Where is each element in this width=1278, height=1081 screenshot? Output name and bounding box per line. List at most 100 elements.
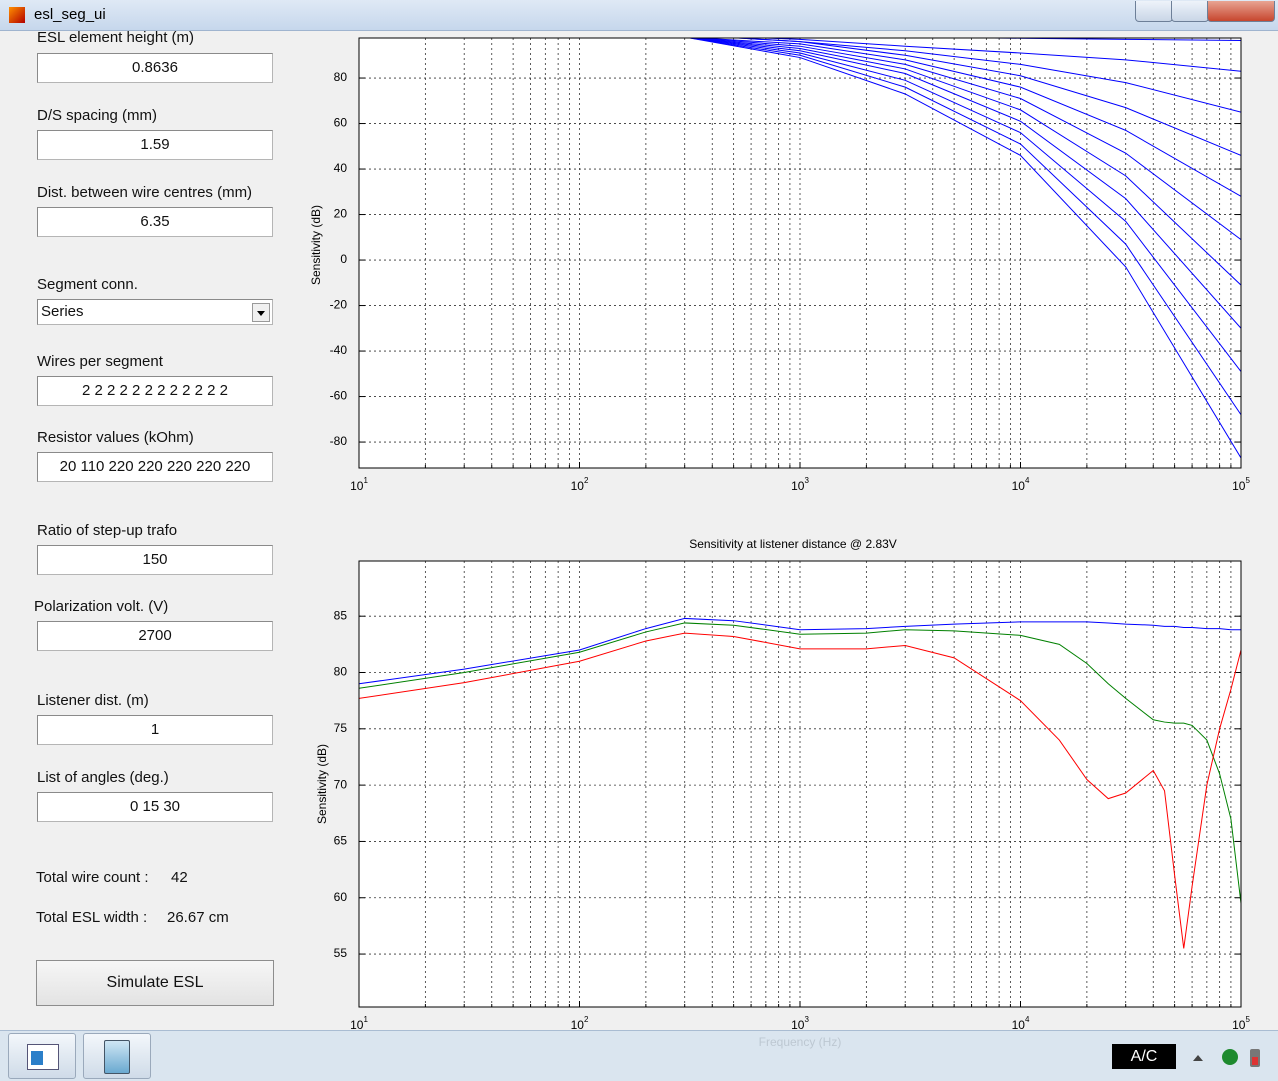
series-line [687, 38, 1241, 416]
axes: 101 102 103 104 105-80-60-40-20020406080Sens… [309, 37, 1250, 493]
tick-base: 10 [1012, 1018, 1026, 1032]
y-tick-label: 60 [334, 890, 348, 904]
maximize-button[interactable] [1171, 1, 1209, 22]
series-line [686, 38, 1241, 459]
axes-frame [358, 37, 1242, 469]
x-tick-label: 102 [571, 1015, 589, 1032]
field-label: Listener dist. (m) [37, 692, 149, 709]
tick-exponent: 1 [363, 476, 368, 485]
tick-exponent: 1 [363, 1015, 368, 1024]
dropdown-value: Series [41, 303, 84, 320]
text-input[interactable]: 20 110 220 220 220 220 220 [37, 452, 273, 482]
minimize-button[interactable] [1135, 1, 1173, 22]
text-input[interactable]: 0 15 30 [37, 792, 273, 822]
tick-base: 10 [1232, 1018, 1246, 1032]
tick-exponent: 5 [1245, 476, 1250, 485]
total-value: 42 [171, 869, 188, 886]
field-label: Polarization volt. (V) [34, 598, 169, 615]
taskbar-app[interactable] [83, 1033, 151, 1079]
app-icon [9, 7, 25, 23]
status-indicator: A/C [1112, 1044, 1176, 1069]
text-input[interactable]: 2700 [37, 621, 273, 651]
series-line [688, 38, 1241, 286]
y-tick-label: -20 [330, 298, 348, 312]
series-line [688, 38, 1241, 329]
calculator-icon [104, 1040, 130, 1074]
taskbar-app[interactable] [8, 1033, 76, 1079]
text-input[interactable]: 1 [37, 715, 273, 745]
y-tick-label: 55 [334, 946, 348, 960]
tick-base: 10 [571, 1018, 585, 1032]
field-label: List of angles (deg.) [37, 769, 169, 786]
tick-exponent: 4 [1025, 476, 1030, 485]
y-tick-label: -80 [330, 434, 348, 448]
axes: 101 102 103 104 10555606570758085Sensitivity… [315, 537, 1250, 1049]
tray-icon[interactable] [1222, 1049, 1238, 1065]
y-tick-label: 80 [334, 665, 348, 679]
title-bar: esl_seg_ui [0, 0, 1278, 31]
series-group [359, 617, 1241, 949]
x-tick-label: 102 [571, 476, 589, 493]
y-tick-label: 65 [334, 834, 348, 848]
tick-base: 10 [791, 479, 805, 493]
series-line [359, 617, 1241, 685]
series-line [730, 38, 1241, 156]
field-label: Segment conn. [37, 276, 138, 293]
field-label: Ratio of step-up trafo [37, 522, 178, 539]
text-input[interactable]: 150 [37, 545, 273, 575]
tick-base: 10 [350, 479, 364, 493]
tick-base: 10 [1012, 479, 1026, 493]
series-line [752, 38, 1241, 72]
series-group [686, 38, 1241, 459]
y-tick-label: -60 [330, 389, 348, 403]
field-label: ESL element height (m) [37, 29, 195, 46]
tick-base: 10 [791, 1018, 805, 1032]
dropdown-arrow[interactable] [252, 303, 270, 322]
total-label: Total wire count : [36, 869, 149, 886]
series-line [687, 38, 1241, 372]
field-label: Dist. between wire centres (mm) [37, 184, 253, 201]
x-tick-label: 104 [1012, 1015, 1030, 1032]
close-button[interactable] [1207, 1, 1275, 22]
axes-frame [358, 560, 1242, 1008]
field-label: D/S spacing (mm) [37, 107, 158, 124]
y-tick-label: 85 [334, 608, 348, 622]
text-input[interactable]: 6.35 [37, 207, 273, 237]
text-input[interactable]: 0.8636 [37, 53, 273, 83]
x-tick-label: 103 [791, 1015, 809, 1032]
window-title: esl_seg_ui [34, 6, 106, 23]
x-tick-label: 104 [1012, 476, 1030, 493]
tick-base: 10 [571, 479, 585, 493]
total-value: 26.67 cm [167, 909, 229, 926]
tick-exponent: 2 [584, 476, 589, 485]
battery-level [1252, 1057, 1258, 1065]
y-tick-label: 20 [334, 207, 348, 221]
tick-exponent: 2 [584, 1015, 589, 1024]
series-line [946, 38, 1241, 41]
y-tick-label: 80 [334, 70, 348, 84]
text-input[interactable]: 1.59 [37, 130, 273, 160]
y-tick-label: 40 [334, 161, 348, 175]
simulate-button[interactable]: Simulate ESL [36, 960, 274, 1006]
app-icon [27, 1044, 59, 1070]
series-line [730, 38, 1241, 113]
tick-base: 10 [350, 1018, 364, 1032]
x-tick-label: 105 [1232, 1015, 1250, 1032]
x-tick-label: 103 [791, 476, 809, 493]
tick-exponent: 3 [804, 1015, 809, 1024]
dropdown[interactable]: Series [37, 299, 273, 325]
text-input[interactable]: 2 2 2 2 2 2 2 2 2 2 2 2 [37, 376, 273, 406]
y-axis-label: Sensitivity (dB) [309, 205, 323, 285]
x-tick-label: 105 [1232, 476, 1250, 493]
series-line [359, 632, 1241, 949]
series-line [359, 622, 1241, 904]
series-line [691, 38, 1241, 197]
tick-exponent: 4 [1025, 1015, 1030, 1024]
y-tick-label: 0 [340, 252, 347, 266]
y-axis-label: Sensitivity (dB) [315, 744, 329, 824]
tray-arrow[interactable] [1193, 1055, 1203, 1061]
y-tick-label: 70 [334, 777, 348, 791]
tick-exponent: 3 [804, 476, 809, 485]
y-tick-label: 60 [334, 116, 348, 130]
